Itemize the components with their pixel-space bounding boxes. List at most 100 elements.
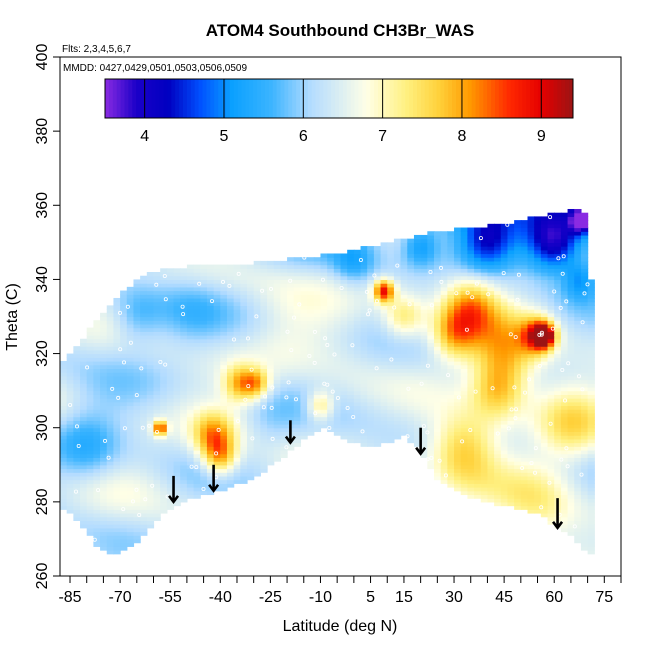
heatmap-cell (580, 335, 589, 340)
heatmap-cell (146, 275, 155, 281)
heatmap-cell (520, 424, 529, 429)
heatmap-cell (146, 472, 155, 477)
heatmap-cell (580, 294, 589, 299)
heatmap-cell (527, 331, 535, 336)
heatmap-cell (393, 353, 402, 358)
heatmap-cell (100, 516, 108, 521)
heatmap-cell (353, 416, 362, 421)
heatmap-cell (173, 375, 181, 381)
heatmap-cell (133, 305, 141, 310)
heatmap-cell (514, 461, 522, 466)
heatmap-cell (280, 320, 288, 325)
heatmap-cell (540, 335, 549, 340)
heatmap-cell (253, 260, 261, 266)
heatmap-cell (413, 335, 422, 340)
heatmap-cell (547, 257, 555, 262)
heatmap-cell (93, 353, 101, 358)
heatmap-cell (494, 383, 502, 388)
heatmap-cell (253, 342, 261, 347)
heatmap-cell (514, 479, 522, 484)
heatmap-cell (534, 227, 542, 232)
heatmap-cell (507, 494, 515, 499)
heatmap-cell (173, 364, 181, 369)
heatmap-cell (146, 353, 155, 358)
heatmap-cell (253, 386, 261, 392)
heatmap-cell (293, 394, 302, 399)
heatmap-cell (293, 257, 302, 262)
heatmap-cell (387, 357, 395, 362)
heatmap-cell (467, 335, 475, 340)
heatmap-cell (427, 424, 435, 429)
heatmap-cell (534, 398, 542, 403)
heatmap-cell (126, 353, 135, 358)
heatmap-cell (434, 320, 442, 325)
heatmap-cell (240, 379, 248, 384)
heatmap-cell (567, 312, 575, 318)
heatmap-cell (554, 412, 562, 418)
heatmap-cell (166, 379, 175, 384)
heatmap-cell (180, 442, 188, 447)
heatmap-cell (280, 405, 288, 410)
heatmap-cell (173, 279, 181, 284)
heatmap-cell (160, 349, 168, 355)
heatmap-cell (393, 335, 402, 340)
heatmap-cell (387, 327, 395, 332)
heatmap-cell (100, 405, 108, 410)
heatmap-cell (494, 420, 502, 425)
heatmap-cell (540, 412, 549, 418)
heatmap-cell (293, 438, 302, 444)
heatmap-cell (173, 446, 181, 451)
heatmap-cell (313, 320, 322, 325)
heatmap-cell (213, 435, 221, 440)
heatmap-cell (534, 424, 542, 429)
heatmap-cell (494, 227, 502, 232)
heatmap-cell (480, 490, 489, 496)
heatmap-cell (467, 420, 475, 425)
heatmap-cell (393, 305, 402, 310)
heatmap-cell (560, 294, 569, 299)
heatmap-cell (487, 394, 495, 399)
heatmap-cell (267, 346, 275, 351)
heatmap-cell (413, 427, 422, 433)
heatmap-cell (367, 253, 375, 258)
heatmap-cell (287, 390, 295, 395)
heatmap-cell (140, 531, 148, 536)
heatmap-cell (580, 424, 589, 429)
heatmap-cell (113, 527, 121, 533)
heatmap-cell (186, 390, 195, 395)
heatmap-cell (467, 260, 475, 266)
heatmap-cell (474, 487, 482, 492)
heatmap-cell (186, 360, 195, 366)
heatmap-cell (120, 327, 128, 332)
heatmap-cell (333, 279, 342, 284)
heatmap-cell (447, 383, 455, 388)
heatmap-cell (253, 338, 261, 344)
heatmap-cell (500, 431, 509, 436)
heatmap-cell (387, 364, 395, 369)
heatmap-cell (193, 331, 201, 336)
heatmap-cell (93, 538, 101, 544)
heatmap-cell (514, 379, 522, 384)
heatmap-cell (113, 346, 121, 351)
heatmap-cell (540, 275, 549, 281)
heatmap-cell (393, 320, 402, 325)
heatmap-cell (220, 487, 228, 492)
heatmap-cell (487, 379, 495, 384)
heatmap-cell (380, 375, 388, 381)
heatmap-cell (540, 346, 549, 351)
heatmap-cell (380, 420, 388, 425)
heatmap-cell (73, 461, 81, 466)
heatmap-cell (460, 234, 468, 240)
heatmap-cell (100, 320, 108, 325)
heatmap-cell (387, 301, 395, 306)
heatmap-cell (213, 279, 221, 284)
heatmap-cell (273, 275, 281, 281)
heatmap-cell (186, 431, 195, 436)
heatmap-cell (380, 290, 388, 295)
heatmap-cell (166, 286, 175, 292)
heatmap-cell (507, 446, 515, 451)
heatmap-cell (120, 416, 128, 421)
heatmap-cell (180, 431, 188, 436)
heatmap-cell (527, 453, 535, 458)
heatmap-cell (133, 468, 141, 473)
